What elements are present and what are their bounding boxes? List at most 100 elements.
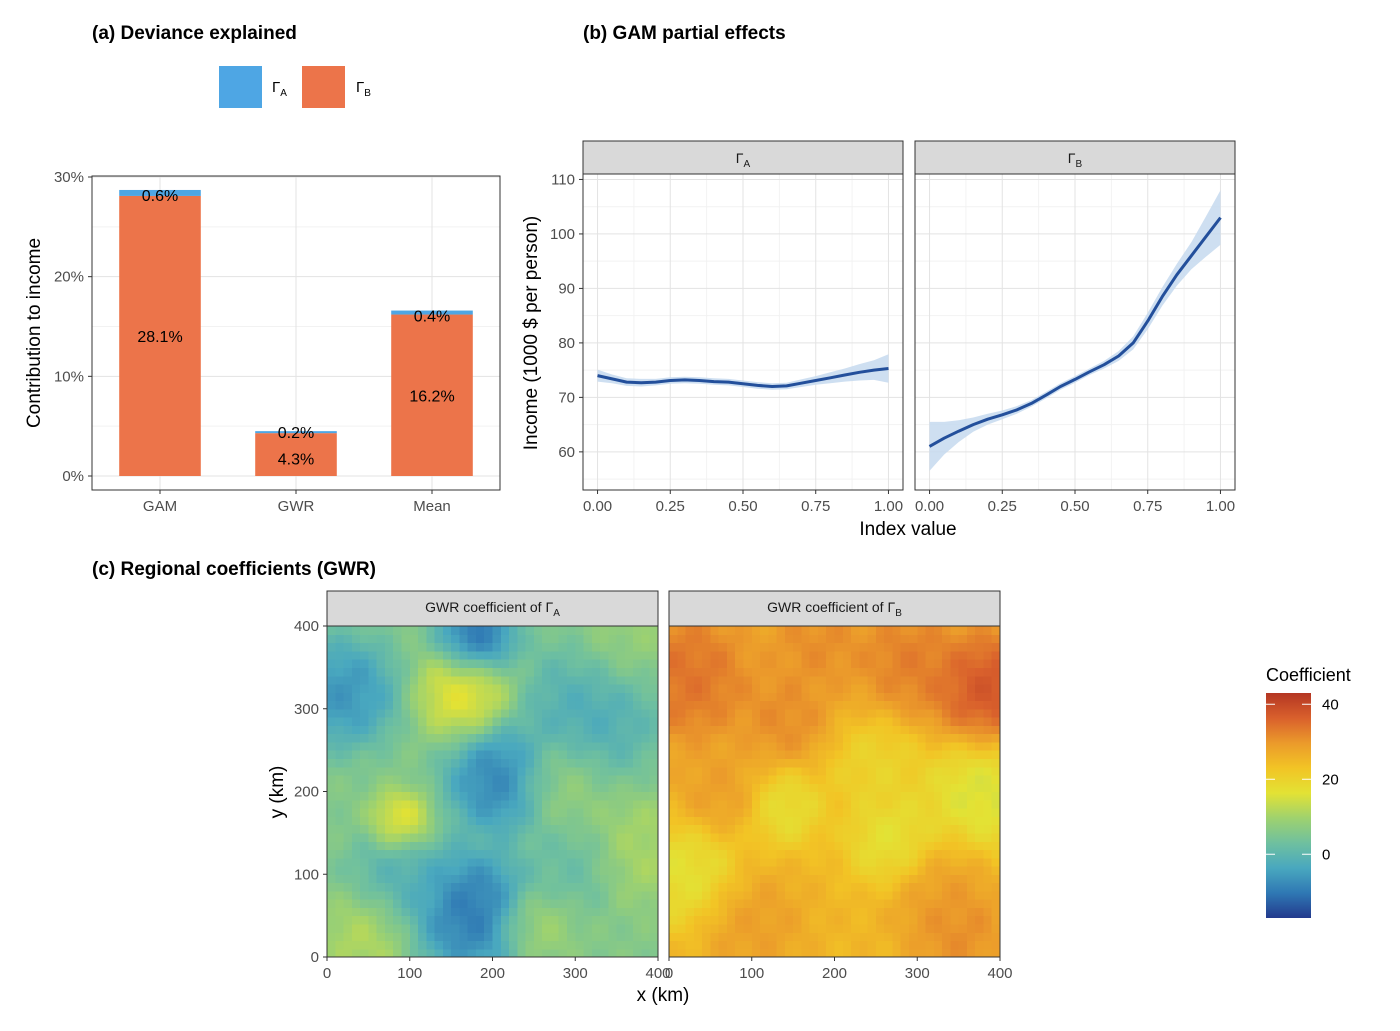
heatmap-cell xyxy=(718,626,728,635)
heatmap-cell xyxy=(801,642,811,652)
heatmap-cell xyxy=(393,717,403,726)
heatmap-cell xyxy=(351,874,361,884)
heatmap-cell xyxy=(718,849,728,859)
heatmap-cell xyxy=(718,857,728,867)
heatmap-cell xyxy=(735,634,745,644)
heatmap-cell xyxy=(735,766,745,776)
heatmap-cell xyxy=(335,692,345,702)
heatmap-cell xyxy=(867,865,877,875)
heatmap-cell xyxy=(459,799,469,809)
heatmap-cell xyxy=(925,750,935,760)
heatmap-cell xyxy=(542,907,552,917)
heatmap-cell xyxy=(966,700,976,710)
heatmap-cell xyxy=(933,808,943,817)
heatmap-cell xyxy=(933,642,943,652)
heatmap-cell xyxy=(983,626,993,635)
heatmap-cell xyxy=(859,717,869,726)
heatmap-cell xyxy=(633,783,643,793)
heatmap-cell xyxy=(826,733,836,743)
heatmap-cell xyxy=(600,932,609,942)
heatmap-cell xyxy=(335,799,345,809)
heatmap-cell xyxy=(718,675,728,685)
heatmap-cell xyxy=(426,874,436,884)
heatmap-cell xyxy=(933,675,943,685)
heatmap-cell xyxy=(451,799,461,809)
heatmap-cell xyxy=(434,750,444,760)
heatmap-cell xyxy=(327,667,336,677)
heatmap-cell xyxy=(793,849,803,859)
heatmap-cell xyxy=(801,741,811,751)
heatmap-cell xyxy=(360,940,369,950)
heatmap-cell xyxy=(533,865,543,875)
heatmap-cell xyxy=(467,634,477,644)
heatmap-cell xyxy=(917,650,927,660)
heatmap-cell xyxy=(867,626,877,635)
heatmap-cell xyxy=(826,708,836,718)
heatmap-cell xyxy=(525,940,535,950)
heatmap-cell xyxy=(793,808,803,817)
heatmap-cell xyxy=(693,816,703,826)
heatmap-cell xyxy=(867,700,877,710)
heatmap-cell xyxy=(600,774,609,784)
heatmap-cell xyxy=(368,683,378,693)
heatmap-cell xyxy=(735,915,745,925)
heatmap-cell xyxy=(451,832,461,842)
heatmap-cell xyxy=(591,816,601,826)
heatmap-cell xyxy=(418,659,427,668)
heatmap-cell xyxy=(418,857,427,867)
heatmap-cell xyxy=(826,865,836,875)
heatmap-cell xyxy=(591,824,601,834)
heatmap-cell xyxy=(459,874,469,884)
heatmap-cell xyxy=(784,907,794,917)
heatmap-cell xyxy=(608,907,618,917)
heatmap-cell xyxy=(509,874,518,884)
heatmap-cell xyxy=(685,874,695,884)
heatmap-cell xyxy=(726,932,736,942)
heatmap-cell xyxy=(685,882,695,892)
heatmap-cell xyxy=(942,750,951,760)
heatmap-cell xyxy=(575,750,585,760)
heatmap-cell xyxy=(933,692,943,702)
heatmap-cell xyxy=(467,808,477,817)
heatmap-cell xyxy=(467,932,477,942)
heatmap-cell xyxy=(418,758,427,768)
heatmap-cell xyxy=(702,808,711,817)
heatmap-cell xyxy=(393,849,403,859)
heatmap-cell xyxy=(335,948,345,958)
heatmap-cell xyxy=(867,750,877,760)
heatmap-cells xyxy=(327,626,659,958)
heatmap-cell xyxy=(735,750,745,760)
facet-strip xyxy=(668,590,1001,627)
heatmap-cell xyxy=(743,741,753,751)
heatmap-cell xyxy=(600,915,609,925)
heatmap-cell xyxy=(542,874,552,884)
heatmap-cell xyxy=(908,923,918,933)
heatmap-cell xyxy=(991,841,1001,851)
heatmap-cell xyxy=(509,692,518,702)
heatmap-cell xyxy=(583,692,593,702)
heatmap-cell xyxy=(884,667,894,677)
heatmap-cell xyxy=(958,940,968,950)
heatmap-cell xyxy=(393,841,403,851)
heatmap-cell xyxy=(418,774,427,784)
heatmap-cell xyxy=(401,824,411,834)
heatmap-cell xyxy=(884,791,894,801)
heatmap-cell xyxy=(600,890,609,900)
heatmap-cell xyxy=(492,717,502,726)
heatmap-cell xyxy=(566,890,576,900)
heatmap-cell xyxy=(335,758,345,768)
heatmap-cell xyxy=(401,948,411,958)
heatmap-cell xyxy=(677,849,687,859)
heatmap-cell xyxy=(784,882,794,892)
heatmap-cell xyxy=(517,932,527,942)
heatmap-cell xyxy=(908,626,918,635)
heatmap-cell xyxy=(451,907,461,917)
heatmap-cell xyxy=(908,717,918,726)
heatmap-cell xyxy=(760,626,769,635)
heatmap-cell xyxy=(718,750,728,760)
heatmap-cell xyxy=(966,758,976,768)
heatmap-cell xyxy=(784,750,794,760)
heatmap-cell xyxy=(525,799,535,809)
heatmap-cell xyxy=(900,683,910,693)
heatmap-cell xyxy=(735,717,745,726)
